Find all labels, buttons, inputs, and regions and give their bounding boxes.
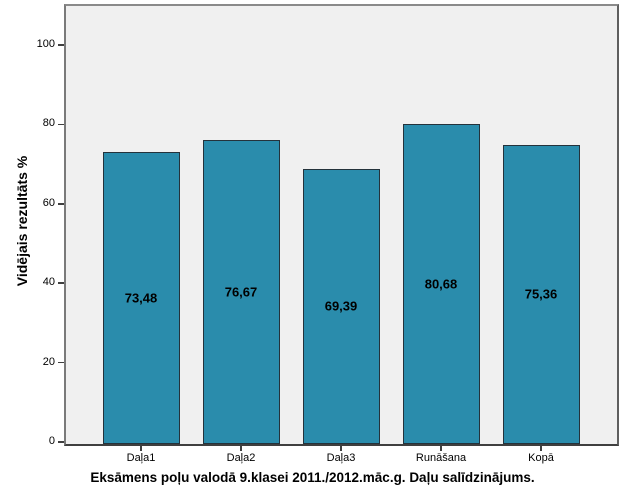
bar-value-label: 80,68 bbox=[424, 276, 458, 292]
x-category-label: Daļa3 bbox=[326, 452, 356, 464]
bar-Kopā: 75,36 bbox=[502, 144, 580, 444]
y-tick-label: 20 bbox=[42, 355, 55, 368]
y-tick-mark bbox=[58, 441, 64, 443]
bar-Daļa2: 76,67 bbox=[202, 139, 280, 444]
x-tick-mark bbox=[240, 446, 242, 451]
y-tick-label: 0 bbox=[48, 435, 55, 447]
chart-title: Eksāmens poļu valodā 9.klasei 2011./2012… bbox=[90, 470, 535, 485]
y-tick-mark bbox=[58, 44, 64, 46]
plot-area: 73,48 76,67 69,39 80,68 75,36 bbox=[64, 4, 619, 446]
bar-value-label: 73,48 bbox=[124, 290, 158, 306]
bar-Daļa1: 73,48 bbox=[102, 152, 180, 444]
bar-Runāšana: 80,68 bbox=[402, 123, 480, 444]
y-axis-title: Vidējais rezultāts % bbox=[14, 155, 30, 287]
bar-value-label: 69,39 bbox=[324, 298, 358, 314]
x-category-label: Daļa1 bbox=[126, 452, 156, 464]
x-tick-mark bbox=[140, 446, 142, 451]
y-tick-mark bbox=[58, 282, 64, 284]
y-tick-label: 60 bbox=[42, 196, 55, 209]
bar-value-label: 76,67 bbox=[224, 284, 258, 300]
bar-Daļa3: 69,39 bbox=[302, 168, 380, 444]
x-tick-mark bbox=[340, 446, 342, 451]
x-category-label: Runāšana bbox=[415, 452, 467, 464]
x-tick-mark bbox=[540, 446, 542, 451]
y-tick-mark bbox=[58, 361, 64, 364]
y-tick-mark bbox=[58, 123, 64, 126]
x-category-label: Daļa2 bbox=[226, 452, 256, 464]
y-tick-label: 80 bbox=[42, 117, 55, 130]
y-tick-label: 40 bbox=[42, 276, 55, 289]
x-tick-mark bbox=[440, 446, 442, 451]
bar-value-label: 75,36 bbox=[524, 286, 558, 302]
x-category-label: Kopā bbox=[528, 452, 554, 464]
y-tick-label: 100 bbox=[36, 38, 55, 50]
y-tick-mark bbox=[58, 203, 64, 205]
